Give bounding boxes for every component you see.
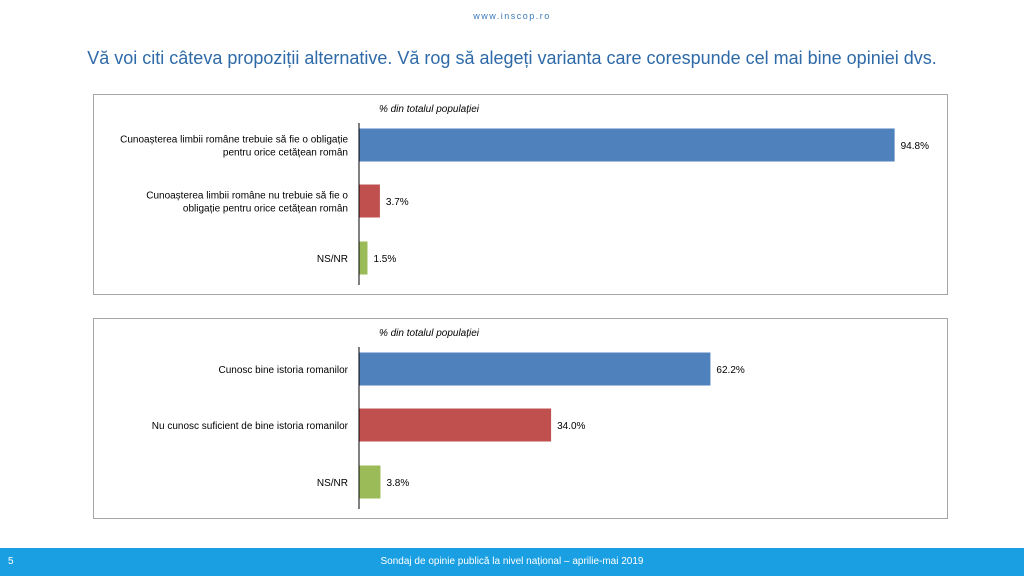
chart-title: % din totalul populației [379,104,480,115]
bar [359,352,711,386]
site-url: www.inscop.ro [473,11,551,21]
category-label: Nu cunosc suficient de bine istoria roma… [152,421,349,432]
category-label: Cunosc bine istoria romanilor [218,365,348,376]
footer-text: Sondaj de opinie publică la nivel națion… [380,556,644,567]
data-label: 34.0% [557,421,585,432]
bar [359,184,380,218]
bar [359,241,368,275]
data-label: 3.8% [386,478,409,489]
chart-panel-history: % din totalul populației 62.2% Cunosc bine… [93,318,948,519]
bar [359,408,552,442]
bar [359,128,895,162]
category-label: Cunoașterea limbii române nu trebuie să … [146,191,348,202]
data-label: 62.2% [716,365,744,376]
bar-chart-history: % din totalul populației 62.2% Cunosc bine… [152,328,745,509]
data-label: 94.8% [901,141,929,152]
chart-panel-language: % din totalul populației 94.8% Cunoașterea… [93,94,948,295]
chart-title: % din totalul populației [379,328,480,339]
data-label: 1.5% [373,254,396,265]
data-label: 3.7% [386,197,409,208]
bar [359,465,381,499]
slide-title: Vă voi citi câteva propoziții alternativ… [87,48,937,68]
category-label: Cunoașterea limbii române trebuie să fie… [120,135,348,146]
footer-bar: 5 Sondaj de opinie publică la nivel nați… [0,548,1024,576]
category-label: NS/NR [317,478,348,489]
category-label: NS/NR [317,254,348,265]
category-label: obligație pentru orice cetățean român [183,204,348,215]
category-label: pentru orice cetățean român [223,148,348,159]
slide-number: 5 [8,556,14,567]
bar-chart-language: % din totalul populației 94.8% Cunoașterea… [120,104,929,285]
